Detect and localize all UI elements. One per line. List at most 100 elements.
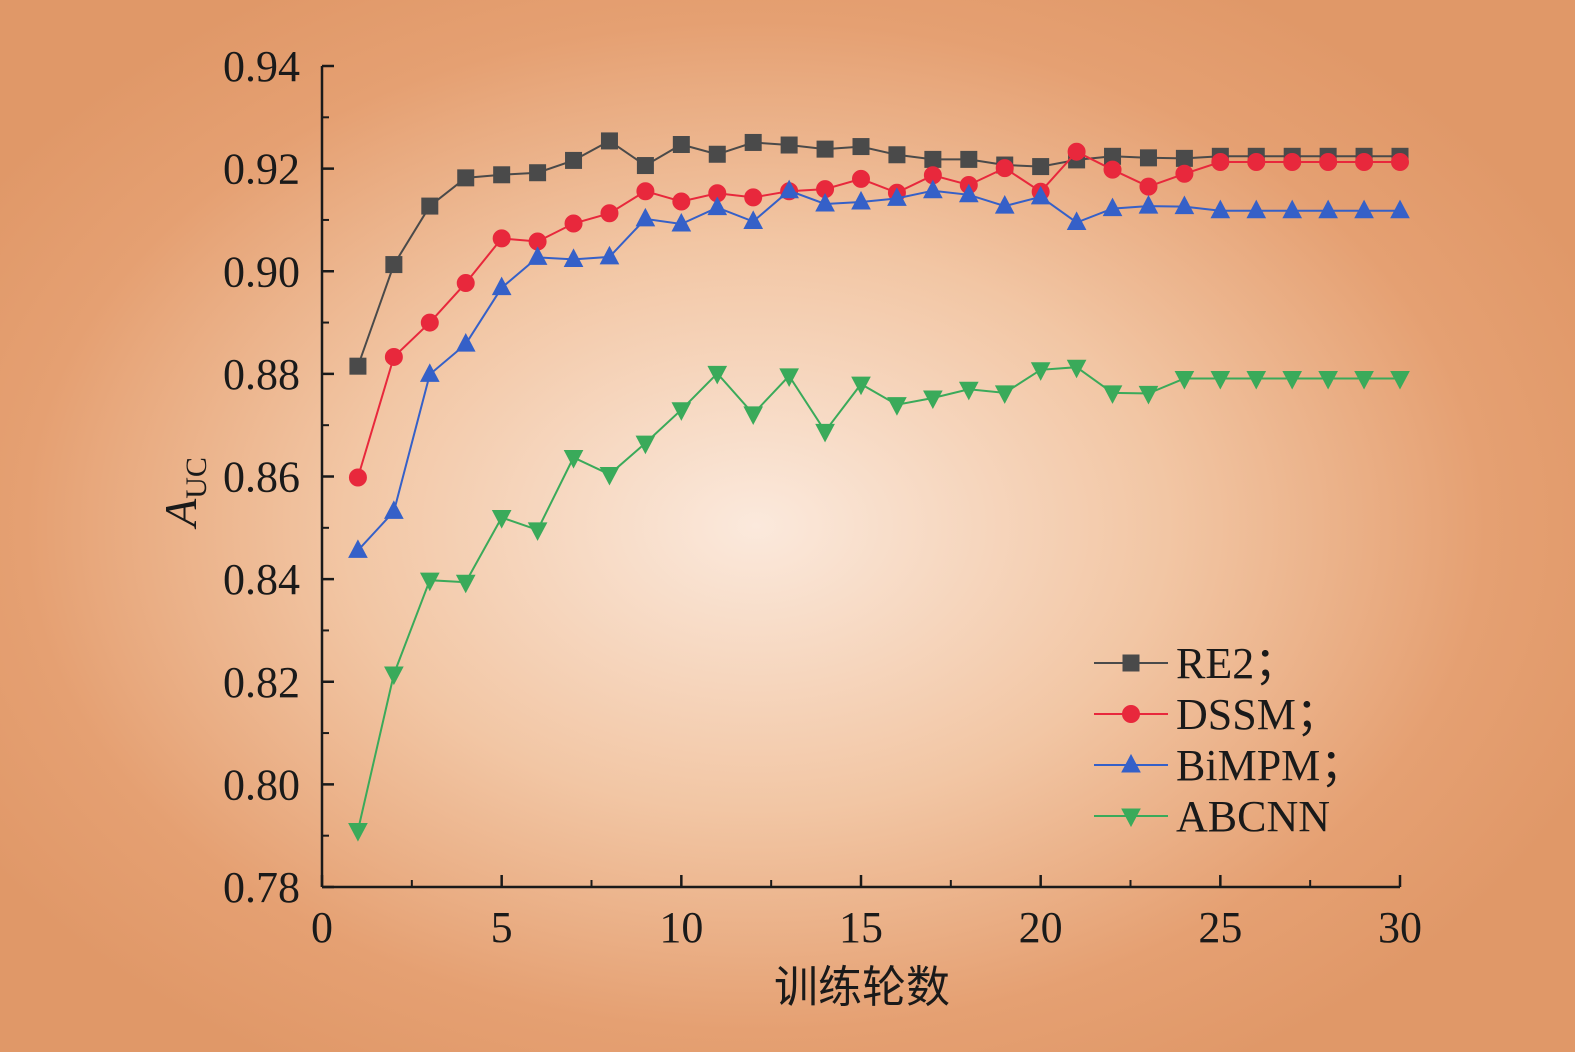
data-point: [564, 214, 583, 233]
data-point: [707, 196, 728, 216]
data-point: [958, 381, 979, 401]
data-point: [421, 197, 439, 215]
y-tick-label: 0.90: [223, 247, 300, 296]
data-point: [565, 151, 583, 169]
x-tick-label: 25: [1198, 903, 1242, 952]
axes: [320, 64, 1402, 889]
data-point: [1319, 152, 1338, 171]
data-point: [924, 150, 942, 168]
x-tick-label: 30: [1378, 903, 1422, 952]
data-point: [671, 402, 692, 421]
data-point: [600, 132, 618, 150]
data-point: [348, 539, 368, 558]
x-tick-label: 20: [1019, 903, 1063, 952]
data-point: [1354, 199, 1374, 219]
legend-label: RE2；: [1176, 639, 1298, 688]
data-point: [958, 183, 979, 203]
data-point: [491, 510, 512, 529]
data-point: [851, 190, 871, 210]
data-point: [1067, 142, 1086, 161]
data-point: [994, 385, 1015, 404]
data-point: [1283, 152, 1302, 171]
data-point: [1030, 362, 1051, 381]
tick-labels: 0.78 0.80 0.82 0.84 0.86 0.88 0.90 0.92 0.94 0 5 10…: [223, 42, 1422, 952]
y-tick-label: 0.94: [223, 42, 300, 91]
data-point: [349, 357, 367, 375]
data-point: [527, 246, 548, 265]
data-point: [779, 179, 799, 199]
data-point: [563, 248, 584, 267]
data-point: [923, 179, 943, 199]
data-point: [1102, 197, 1123, 217]
data-point: [707, 365, 728, 385]
data-point: [852, 169, 870, 188]
data-point: [779, 368, 799, 387]
data-point: [455, 574, 476, 594]
x-tick-label: 0: [311, 903, 333, 952]
data-point: [1318, 199, 1338, 219]
y-tick-label: 0.92: [223, 145, 300, 194]
data-point: [743, 210, 764, 229]
legend-label: DSSM；: [1176, 690, 1340, 739]
data-point: [384, 347, 403, 366]
x-tick-label: 15: [839, 903, 883, 952]
data-point: [348, 823, 368, 842]
data-point: [1354, 370, 1374, 390]
data-point: [348, 468, 367, 487]
data-point: [493, 166, 511, 184]
data-point: [744, 188, 763, 207]
series-1: [348, 142, 1409, 487]
data-point: [1246, 370, 1267, 390]
data-point: [1391, 152, 1409, 171]
data-point: [815, 192, 835, 212]
data-point: [743, 406, 764, 425]
data-point: [1030, 185, 1051, 205]
data-point: [923, 390, 943, 410]
data-point: [599, 466, 620, 486]
data-point: [1066, 359, 1087, 379]
data-point: [995, 159, 1014, 178]
data-point: [492, 229, 511, 248]
data-point: [671, 212, 692, 232]
data-point: [887, 397, 907, 416]
data-point: [960, 150, 978, 168]
data-point: [1139, 177, 1158, 196]
data-point: [1175, 149, 1193, 167]
data-point: [1032, 158, 1050, 176]
data-point: [672, 136, 690, 154]
data-point: [780, 136, 798, 154]
y-tick-label: 0.82: [223, 658, 300, 707]
data-point: [457, 169, 475, 187]
y-tick-label: 0.84: [223, 555, 300, 604]
data-point: [887, 187, 907, 206]
data-point: [1211, 152, 1230, 171]
legend-marker: [1122, 654, 1140, 672]
data-point: [1282, 370, 1303, 390]
data-point: [1355, 152, 1374, 171]
y-tick-label: 0.86: [223, 453, 300, 502]
data-point: [815, 423, 835, 443]
legend-item: BiMPM；: [1094, 741, 1364, 790]
data-point: [385, 256, 403, 274]
legend-label: BiMPM；: [1176, 741, 1364, 790]
series-2: [348, 179, 1410, 558]
y-tick-label: 0.80: [223, 760, 300, 809]
data-point: [1318, 370, 1338, 390]
data-point: [635, 435, 656, 455]
data-point: [1139, 149, 1157, 167]
data-point: [994, 195, 1015, 214]
data-point: [816, 140, 834, 158]
legend-item: RE2；: [1094, 639, 1298, 688]
data-point: [852, 138, 870, 156]
data-point: [1138, 385, 1159, 405]
data-point: [672, 192, 691, 211]
data-point: [527, 522, 548, 541]
series-line: [356, 139, 1400, 367]
y-tick-label: 0.78: [223, 863, 300, 912]
data-point: [1390, 199, 1410, 219]
legend-item: DSSM；: [1094, 690, 1340, 739]
data-point: [419, 572, 440, 592]
data-point: [491, 276, 512, 296]
data-point: [1210, 199, 1231, 219]
series-group: [348, 132, 1410, 842]
